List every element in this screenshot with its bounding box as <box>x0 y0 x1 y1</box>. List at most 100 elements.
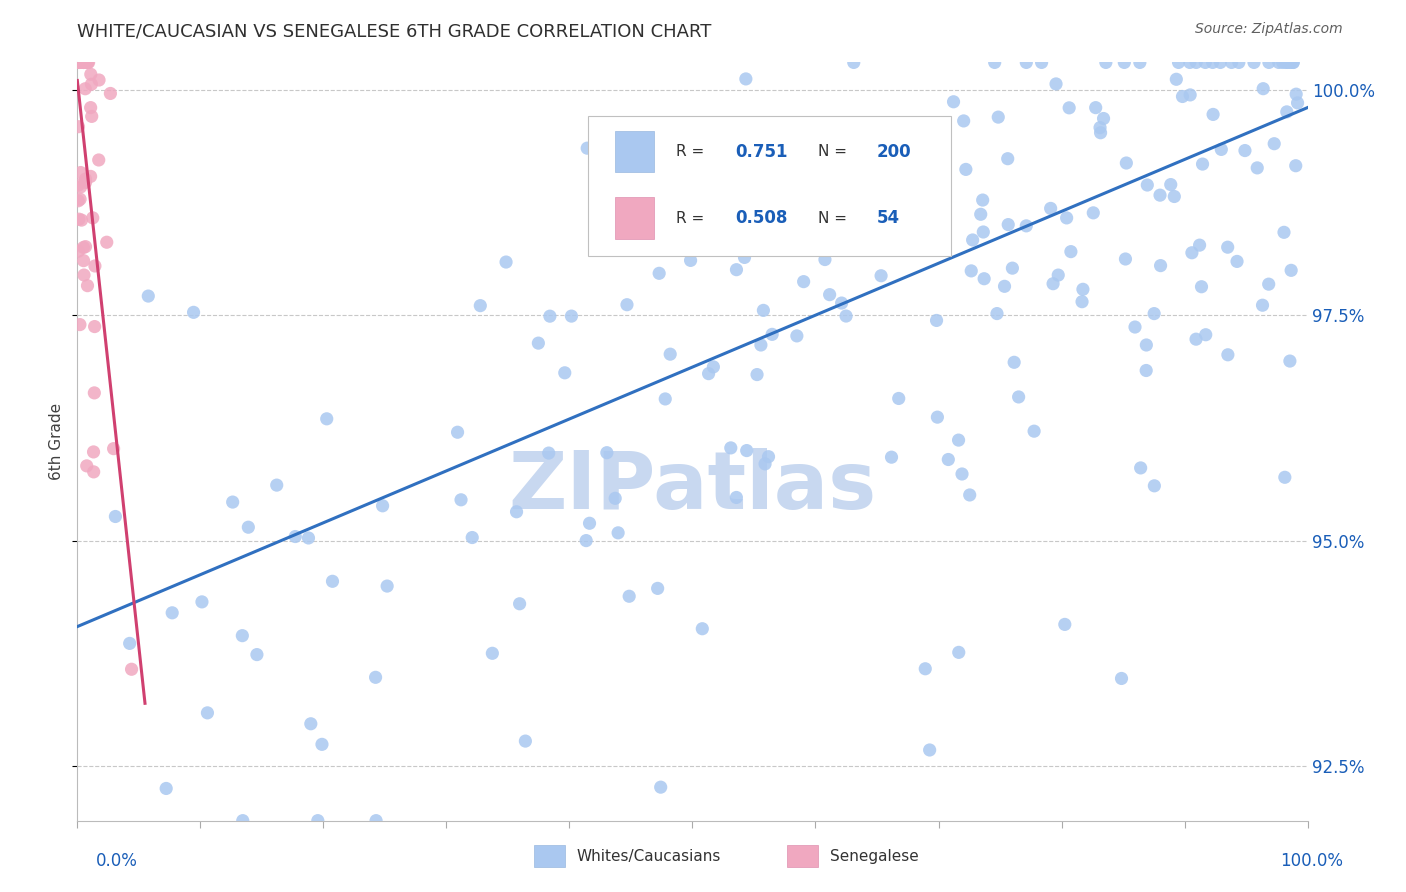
Point <box>842 55 865 70</box>
Point <box>69 55 91 70</box>
FancyBboxPatch shape <box>588 116 950 256</box>
Point <box>537 446 560 460</box>
Point <box>481 646 503 660</box>
Text: 54: 54 <box>877 210 900 227</box>
Point <box>73 55 96 70</box>
Point <box>450 492 472 507</box>
Point <box>160 606 183 620</box>
Point <box>136 289 159 303</box>
Point <box>69 165 91 179</box>
Point <box>1143 307 1166 321</box>
Point <box>1136 178 1159 192</box>
Point <box>1129 461 1152 475</box>
Point <box>73 55 96 70</box>
Point <box>1282 55 1305 70</box>
Point <box>1233 144 1256 158</box>
Point <box>103 442 125 456</box>
Text: 0.508: 0.508 <box>735 210 787 227</box>
Point <box>950 467 973 481</box>
Point <box>983 55 1005 70</box>
Point <box>1163 189 1185 203</box>
Point <box>754 457 776 471</box>
Point <box>1251 298 1274 312</box>
Point <box>903 138 925 153</box>
Point <box>1115 156 1137 170</box>
Point <box>1053 617 1076 632</box>
Point <box>647 582 669 596</box>
Point <box>121 662 143 676</box>
Point <box>67 194 90 208</box>
Text: 100.0%: 100.0% <box>1279 852 1343 870</box>
Point <box>495 255 517 269</box>
Point <box>79 169 101 184</box>
Point <box>679 253 702 268</box>
Point <box>1271 55 1294 70</box>
Point <box>231 629 253 643</box>
Point <box>1171 89 1194 103</box>
Point <box>896 150 918 164</box>
Point <box>725 262 748 277</box>
Point <box>1071 282 1094 296</box>
Point <box>1191 279 1213 293</box>
Point <box>870 268 893 283</box>
Point <box>1149 259 1171 273</box>
Point <box>766 158 789 172</box>
Point <box>1083 206 1105 220</box>
Point <box>77 55 100 70</box>
Point <box>66 55 89 70</box>
Point <box>1129 55 1152 70</box>
Point <box>69 180 91 194</box>
Text: ZIPatlas: ZIPatlas <box>509 448 876 526</box>
Text: Source: ZipAtlas.com: Source: ZipAtlas.com <box>1195 22 1343 37</box>
Point <box>1123 320 1146 334</box>
Point <box>197 706 219 720</box>
Point <box>1042 277 1064 291</box>
Point <box>76 55 98 70</box>
Point <box>1251 81 1274 95</box>
Point <box>232 814 254 828</box>
Text: 0.0%: 0.0% <box>96 852 138 870</box>
Point <box>118 636 141 650</box>
Point <box>104 509 127 524</box>
Point <box>960 264 983 278</box>
Point <box>1111 672 1133 686</box>
Point <box>914 662 936 676</box>
Point <box>1285 159 1308 173</box>
Point <box>1263 136 1285 151</box>
Point <box>80 109 103 123</box>
Point <box>578 516 600 531</box>
Point <box>72 55 94 70</box>
Point <box>72 55 94 70</box>
Point <box>1286 95 1309 110</box>
Point <box>80 77 103 91</box>
Text: N =: N = <box>818 211 846 226</box>
Point <box>87 73 110 87</box>
Point <box>749 338 772 352</box>
Text: R =: R = <box>676 144 704 159</box>
Point <box>1160 178 1182 192</box>
Point <box>83 465 105 479</box>
Point <box>1209 55 1232 70</box>
Point <box>1211 143 1233 157</box>
FancyBboxPatch shape <box>614 130 654 172</box>
Point <box>1015 55 1038 70</box>
Point <box>1285 87 1308 102</box>
Point <box>1002 355 1025 369</box>
Point <box>818 287 841 301</box>
Point <box>299 716 322 731</box>
Point <box>605 491 627 506</box>
Point <box>72 240 94 254</box>
Text: N =: N = <box>818 144 846 159</box>
Point <box>538 309 561 323</box>
Point <box>942 95 965 109</box>
Point <box>1135 338 1157 352</box>
Point <box>96 235 118 250</box>
Point <box>1178 55 1201 70</box>
Point <box>927 410 949 425</box>
Point <box>1279 55 1302 70</box>
Point <box>783 186 806 201</box>
Point <box>973 271 995 285</box>
Point <box>1114 55 1136 70</box>
Point <box>67 55 90 70</box>
Point <box>766 166 789 180</box>
